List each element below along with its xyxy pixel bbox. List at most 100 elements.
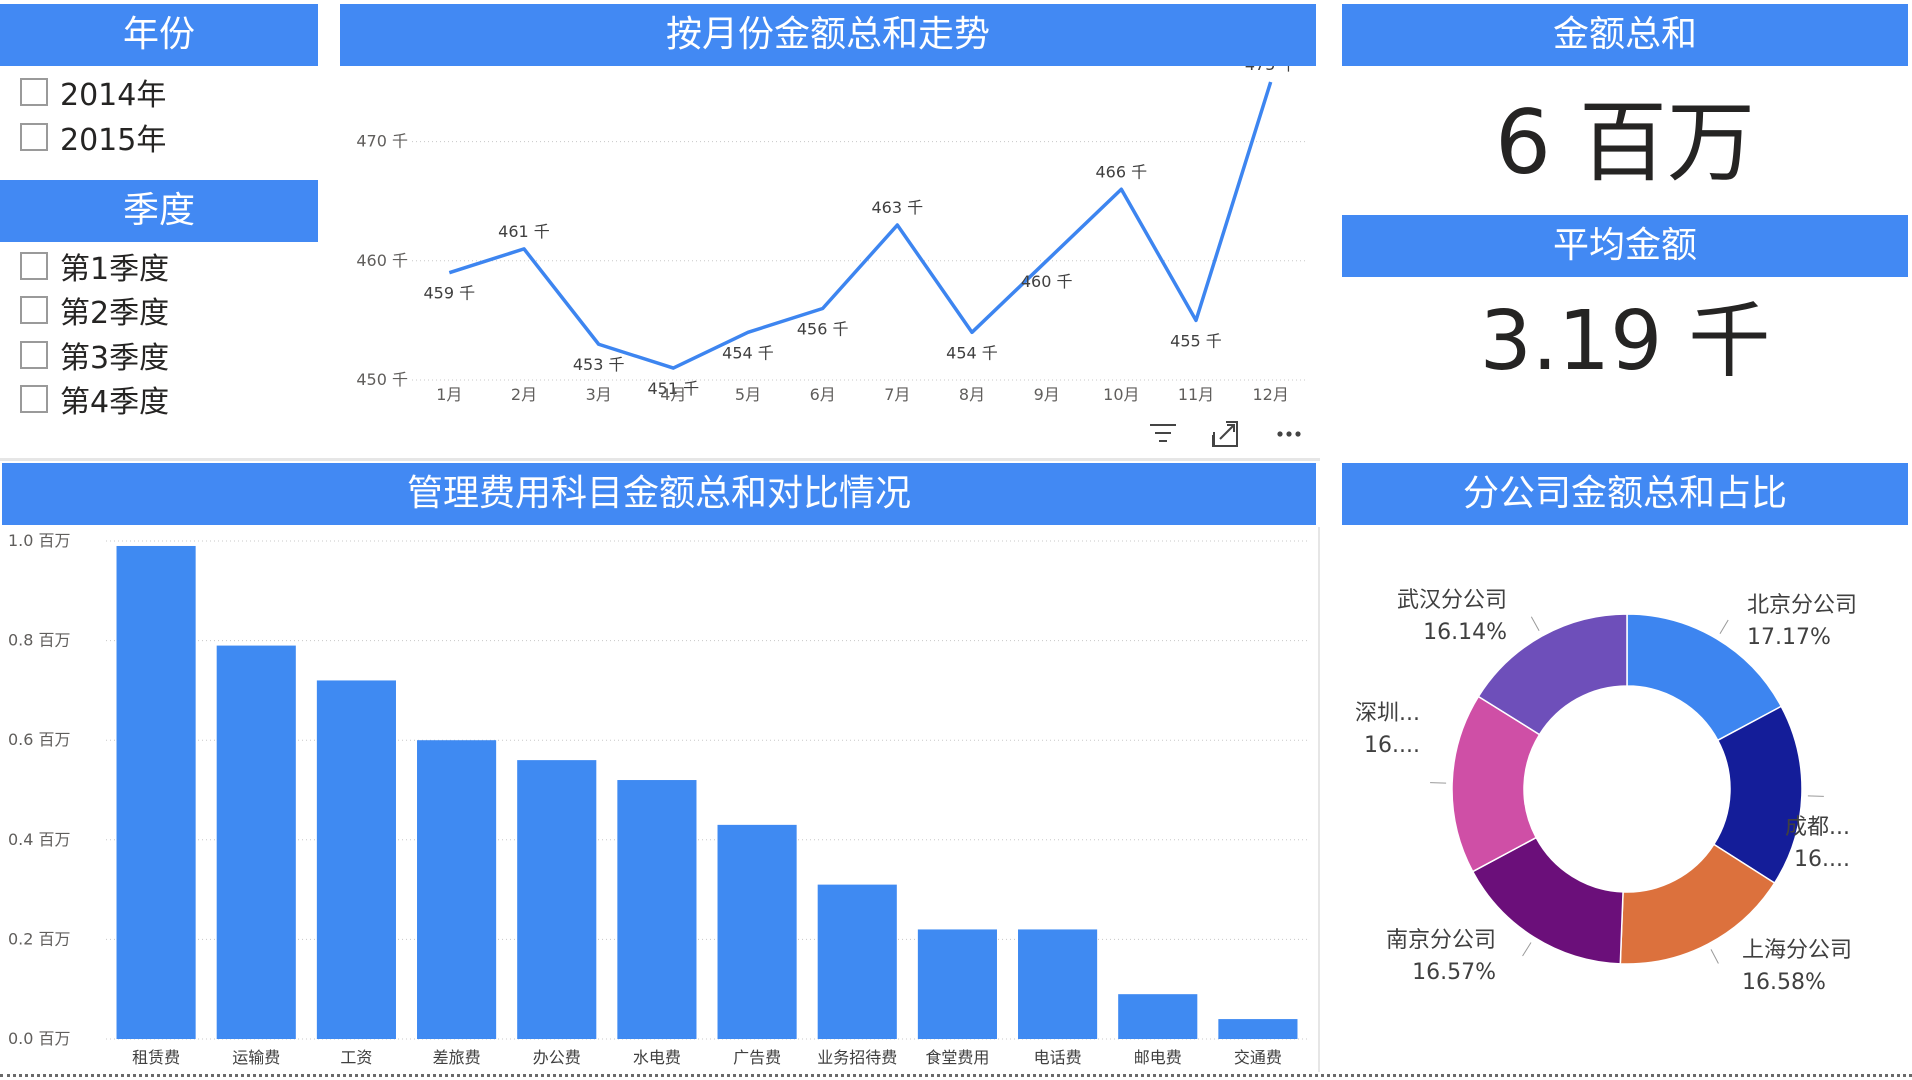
slice-percent-label: 17.17%: [1747, 625, 1831, 650]
data-label: 463 千: [872, 198, 924, 217]
slice-name-label: 上海分公司: [1742, 938, 1852, 963]
x-tick-label: 运输费: [232, 1048, 280, 1067]
data-label: 466 千: [1096, 162, 1148, 181]
kpi-average-value: 3.19 千: [1479, 294, 1771, 389]
checkbox[interactable]: [20, 385, 48, 413]
bar[interactable]: [617, 780, 697, 1039]
bar[interactable]: [917, 929, 997, 1039]
bar[interactable]: [116, 545, 196, 1039]
bar[interactable]: [417, 740, 497, 1039]
x-tick-label: 5月: [735, 385, 761, 404]
x-tick-label: 交通费: [1234, 1048, 1282, 1067]
kpi-total-header: 金额总和: [1342, 4, 1908, 66]
more-options-icon[interactable]: [1277, 431, 1301, 437]
x-tick-label: 6月: [810, 385, 836, 404]
year-slicer-header: 年份: [0, 4, 318, 66]
bar[interactable]: [1018, 929, 1098, 1039]
quarter-option-1[interactable]: 第1季度: [20, 248, 169, 287]
kpi-total-value: 6 百万: [1495, 91, 1755, 194]
bar[interactable]: [717, 824, 797, 1039]
slice-name-label: 深圳...: [1355, 701, 1420, 726]
x-tick-label: 业务招待费: [817, 1048, 897, 1067]
checkbox[interactable]: [20, 78, 48, 106]
quarter-option-label: 第4季度: [60, 385, 170, 420]
line-chart-header: 按月份金额总和走势: [340, 4, 1316, 66]
x-tick-label: 1月: [436, 385, 462, 404]
x-tick-label: 7月: [884, 385, 910, 404]
visual-header-icons: [1150, 421, 1301, 447]
leader-line: [1719, 619, 1729, 634]
quarter-option-4[interactable]: 第4季度: [20, 381, 169, 420]
x-tick-label: 办公费: [533, 1048, 581, 1067]
slice-name-label: 北京分公司: [1747, 593, 1857, 618]
page-bottom-border: [0, 1074, 1912, 1077]
kpi-average-header: 平均金额: [1342, 215, 1908, 277]
checkbox[interactable]: [20, 252, 48, 280]
line-chart-visual-header: [1140, 418, 1310, 452]
slice-percent-label: 16....: [1794, 847, 1850, 872]
checkbox[interactable]: [20, 341, 48, 369]
line-chart-svg: 450 千 460 千 470 千 459 千 1月 461 千 2月 453 千 3月 451 …: [356, 55, 1308, 404]
slice-percent-label: 16.14%: [1423, 620, 1507, 645]
slice-name-label: 成都...: [1785, 815, 1850, 840]
y-tick-label: 0.6 百万: [8, 730, 71, 749]
y-tick-label: 1.0 百万: [8, 531, 71, 550]
quarter-slicer-header: 季度: [0, 180, 318, 242]
x-tick-label: 电话费: [1034, 1048, 1082, 1067]
bar-chart-header: 管理费用科目金额总和对比情况: [2, 463, 1316, 525]
data-label: 454 千: [946, 343, 998, 362]
bar[interactable]: [216, 645, 296, 1039]
quarter-option-3[interactable]: 第3季度: [20, 337, 169, 376]
x-tick-label: 邮电费: [1134, 1048, 1182, 1067]
donut-chart-svg: 北京分公司 17.17% 成都... 16.... 上海分公司 16.58% 南京分公司 16…: [1355, 588, 1857, 995]
y-tick-label: 0.0 百万: [8, 1029, 71, 1048]
year-option-label: 2014年: [60, 78, 167, 113]
x-tick-label: 12月: [1252, 385, 1288, 404]
donut-chart: 北京分公司 17.17% 成都... 16.... 上海分公司 16.58% 南京分公司 16…: [1342, 527, 1908, 1072]
row-divider: [0, 458, 1320, 461]
year-option-2015[interactable]: 2015年: [20, 119, 166, 158]
slice-percent-label: 16.58%: [1742, 970, 1826, 995]
bar[interactable]: [817, 884, 897, 1039]
donut-slice[interactable]: [1477, 613, 1628, 736]
leader-line: [1807, 795, 1824, 797]
quarter-option-label: 第1季度: [60, 252, 170, 287]
slice-percent-label: 16....: [1364, 733, 1420, 758]
x-tick-label: 广告费: [733, 1048, 781, 1067]
leader-line: [1430, 782, 1447, 784]
data-label: 460 千: [1021, 272, 1073, 291]
leader-line: [1522, 942, 1532, 957]
data-label: 455 千: [1170, 331, 1222, 350]
x-tick-label: 9月: [1034, 385, 1060, 404]
bar[interactable]: [316, 680, 396, 1039]
y-tick-label: 450 千: [356, 370, 408, 389]
x-tick-label: 差旅费: [433, 1048, 481, 1067]
bar[interactable]: [1118, 994, 1198, 1039]
bar-chart-right-border: [1318, 527, 1320, 1072]
line-series: [448, 81, 1273, 370]
line-chart: 450 千 460 千 470 千 459 千 1月 461 千 2月 453 千 3月 451 …: [340, 55, 1316, 456]
slice-percent-label: 16.57%: [1412, 960, 1496, 985]
x-tick-label: 工资: [340, 1048, 372, 1067]
x-tick-label: 11月: [1178, 385, 1214, 404]
y-tick-label: 460 千: [356, 251, 408, 270]
bar-chart: 0.0 百万 0.2 百万 0.4 百万 0.6 百万 0.8 百万 1.0 百万 租赁费 运…: [0, 527, 1320, 1072]
checkbox[interactable]: [20, 296, 48, 324]
bar[interactable]: [1218, 1019, 1298, 1039]
slice-name-label: 武汉分公司: [1397, 588, 1507, 613]
leader-line: [1710, 949, 1719, 964]
bar[interactable]: [517, 760, 597, 1039]
year-option-2014[interactable]: 2014年: [20, 74, 166, 113]
focus-mode-icon[interactable]: [1212, 421, 1238, 447]
quarter-option-label: 第3季度: [60, 341, 170, 376]
filter-icon[interactable]: [1150, 424, 1176, 442]
data-label: 451 千: [648, 379, 700, 398]
y-tick-label: 470 千: [356, 132, 408, 151]
checkbox[interactable]: [20, 123, 48, 151]
slice-name-label: 南京分公司: [1386, 928, 1496, 953]
quarter-slicer: 第1季度 第2季度 第3季度 第4季度: [0, 248, 318, 428]
quarter-option-2[interactable]: 第2季度: [20, 292, 169, 331]
x-tick-label: 4月: [660, 385, 686, 404]
donut-chart-header: 分公司金额总和占比: [1342, 463, 1908, 525]
